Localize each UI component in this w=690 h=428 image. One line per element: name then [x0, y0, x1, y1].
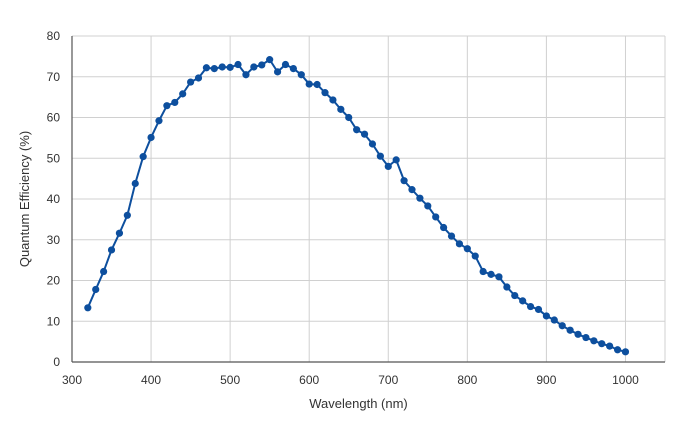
data-point	[281, 60, 290, 69]
data-point	[471, 252, 479, 260]
data-point	[566, 326, 574, 334]
data-point	[526, 302, 535, 311]
data-point	[84, 304, 92, 312]
axes	[71, 36, 665, 363]
data-point	[345, 113, 353, 122]
data-point	[139, 153, 147, 161]
data-series	[84, 56, 630, 356]
data-point	[432, 213, 440, 221]
y-tick-label: 60	[47, 111, 61, 125]
x-tick-label: 600	[299, 373, 319, 387]
data-point	[400, 177, 408, 185]
data-point	[503, 283, 511, 291]
y-tick-label: 70	[47, 70, 61, 84]
data-point	[613, 346, 622, 354]
data-point	[155, 117, 163, 125]
y-tick-label: 0	[53, 355, 60, 369]
grid	[72, 35, 666, 362]
data-point	[194, 74, 203, 82]
data-point	[258, 61, 266, 69]
data-point	[495, 273, 503, 281]
data-point	[447, 232, 456, 240]
data-point	[226, 63, 234, 71]
data-point	[273, 68, 282, 76]
data-point	[511, 291, 519, 300]
data-point	[463, 245, 471, 253]
data-point	[353, 126, 361, 134]
y-tick-label: 20	[47, 274, 61, 288]
x-tick-label: 1000	[612, 373, 639, 387]
data-point	[321, 89, 329, 97]
data-point	[590, 337, 598, 345]
data-point	[171, 98, 179, 107]
data-point	[368, 140, 377, 148]
data-point	[621, 348, 630, 356]
y-tick-label: 50	[47, 151, 61, 165]
data-point	[123, 211, 131, 219]
data-point	[187, 78, 195, 86]
data-point	[210, 65, 218, 73]
data-point	[542, 312, 551, 320]
data-point	[313, 80, 321, 89]
data-point	[250, 63, 258, 71]
data-point	[598, 340, 606, 348]
data-point	[179, 90, 187, 98]
data-point	[234, 60, 242, 69]
data-point	[337, 105, 345, 113]
data-point	[218, 63, 226, 71]
y-tick-label: 40	[47, 192, 61, 206]
data-point	[131, 179, 139, 188]
y-tick-label: 80	[47, 29, 61, 43]
data-point	[440, 223, 448, 232]
x-axis-label: Wavelength (nm)	[309, 396, 408, 411]
data-point	[147, 133, 155, 142]
y-axis-label: Quantum Efficiency (%)	[17, 131, 32, 267]
data-point	[266, 56, 274, 64]
x-tick-label: 900	[536, 373, 556, 387]
data-point	[455, 240, 464, 248]
data-point	[163, 102, 171, 110]
data-point	[329, 96, 337, 104]
x-tick-label: 400	[141, 373, 161, 387]
y-tick-label: 10	[47, 314, 61, 328]
data-point	[305, 80, 313, 88]
data-point	[376, 152, 384, 160]
data-point	[606, 342, 614, 350]
data-point	[558, 322, 566, 330]
x-tick-label: 300	[62, 373, 82, 387]
data-point	[289, 65, 297, 73]
data-point	[574, 330, 582, 338]
x-tick-label: 700	[378, 373, 398, 387]
x-tick-label: 500	[220, 373, 240, 387]
data-point	[534, 305, 543, 314]
data-point	[582, 333, 590, 342]
x-tick-label: 800	[457, 373, 477, 387]
data-point	[202, 64, 211, 72]
data-point	[487, 270, 495, 278]
data-point	[384, 162, 392, 170]
data-point	[424, 202, 432, 210]
data-point	[242, 71, 250, 79]
data-point	[107, 246, 116, 254]
y-tick-label: 30	[47, 233, 61, 247]
data-point	[416, 194, 424, 202]
data-point	[519, 297, 527, 305]
data-point	[100, 267, 108, 276]
data-point	[479, 267, 487, 276]
data-point	[115, 229, 124, 237]
tick-labels: 0 10 20 30 40 50 60 70 80 300 400 500 600 700 800 900 10…	[47, 29, 639, 387]
data-point	[297, 71, 305, 79]
data-point	[92, 285, 100, 294]
data-point	[392, 156, 400, 164]
data-point	[408, 186, 416, 194]
data-point	[360, 130, 369, 138]
data-point	[550, 316, 558, 324]
